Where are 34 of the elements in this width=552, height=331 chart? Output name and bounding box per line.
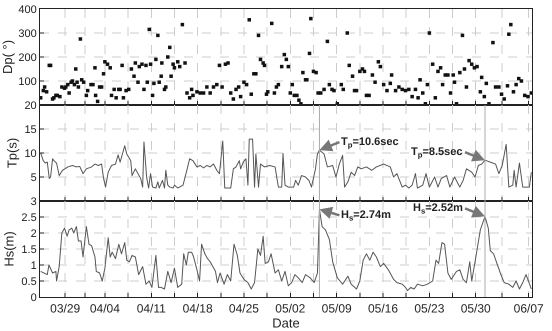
y-axis-title: Hs(m)	[1, 231, 16, 267]
y-tick-label: 5	[30, 172, 37, 184]
x-tick-label: 06/07	[514, 302, 544, 316]
x-tick-label: 05/02	[275, 302, 306, 316]
x-tick-label: 05/30	[460, 302, 492, 316]
x-tick-label: 04/11	[136, 302, 166, 316]
y-tick-label: 3	[30, 196, 37, 208]
annotation: T$_{p}$=8.5sec	[411, 146, 463, 160]
x-tick-label: 04/04	[90, 302, 120, 316]
y-tick-label: 400	[18, 4, 37, 16]
annotation: H$_{s}$=2.74m	[341, 209, 392, 222]
x-tick-label: 04/18	[182, 302, 213, 316]
y-tick-label: 300	[18, 28, 37, 40]
y-tick-label: 10	[24, 148, 37, 160]
x-tick-label: 04/25	[228, 302, 260, 316]
annotation: T$_{p}$=10.6sec	[341, 136, 399, 150]
y-tick-label: 0.5	[21, 276, 37, 288]
y-tick-label: 15	[24, 124, 37, 136]
y-tick-label: 200	[18, 52, 37, 64]
y-tick-label: 100	[18, 76, 37, 88]
y-tick-label: 2.5	[21, 212, 37, 224]
x-tick-label: 05/09	[322, 302, 352, 316]
y-axis-title: Tp(s)	[4, 138, 20, 168]
annotation: H$_{s}$=2.52m	[413, 202, 464, 216]
y-tick-label: 1	[30, 260, 37, 272]
y-tick-label: 1.5	[21, 244, 37, 256]
x-axis-title: Date	[272, 316, 300, 330]
x-tick-label: 03/29	[50, 302, 80, 316]
y-tick-label: 20	[24, 100, 37, 112]
y-tick-label: 2	[30, 228, 37, 240]
x-tick-label: 05/16	[368, 302, 398, 316]
y-tick-label: 0	[30, 292, 37, 304]
y-axis-title: Dp( °)	[0, 40, 15, 74]
x-tick-label: 05/23	[414, 302, 445, 316]
